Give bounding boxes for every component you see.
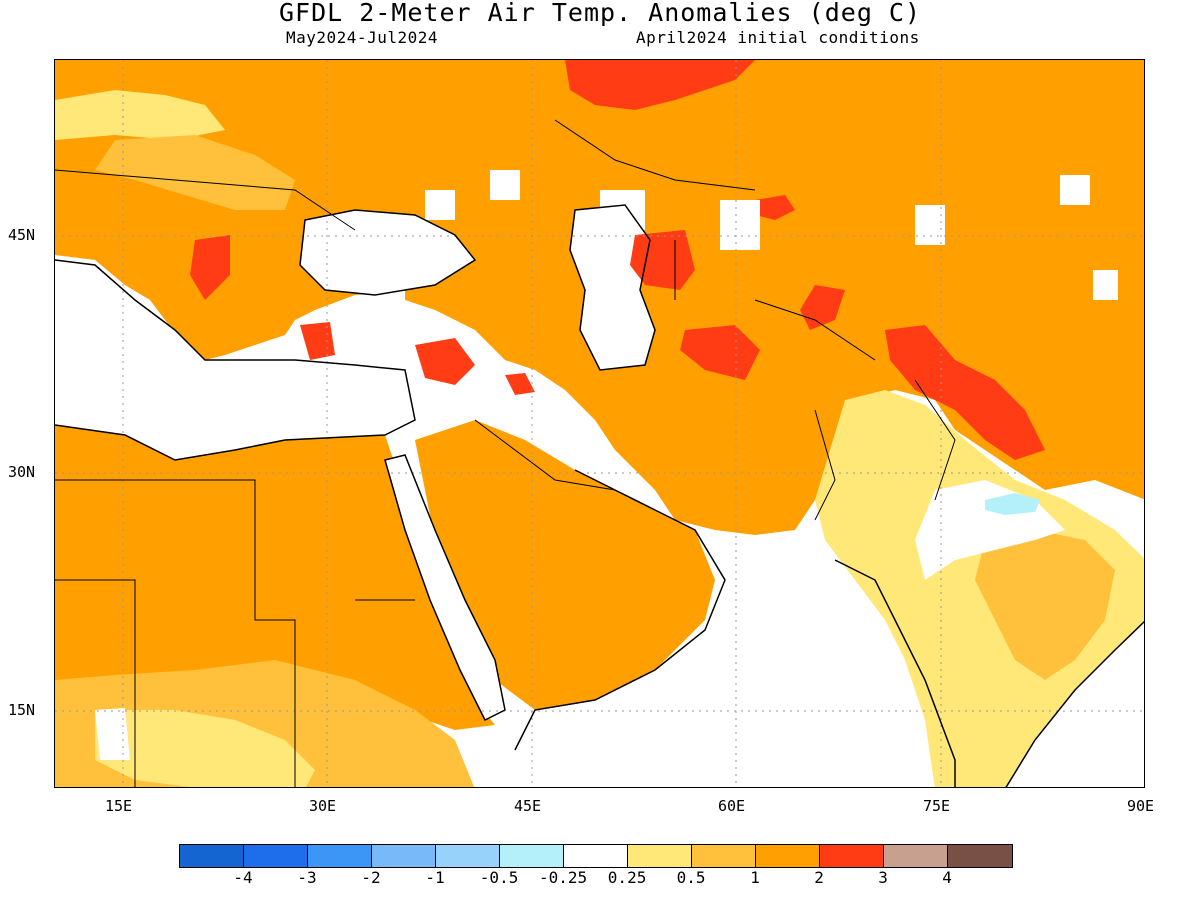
- weak-warm-region-sahel: [95, 710, 315, 787]
- colorbar-cell: [756, 845, 820, 867]
- hot-spot-caucasus: [755, 195, 795, 220]
- lon-label-75e: 75E: [923, 797, 951, 815]
- hot-spot-syria: [415, 338, 475, 385]
- hot-spot-russia: [565, 60, 755, 110]
- lon-label-60e: 60E: [718, 797, 746, 815]
- colorbar-label: 0.5: [676, 868, 706, 887]
- lon-label-45e: 45E: [514, 797, 542, 815]
- colorbar-label: -3: [297, 868, 317, 887]
- map-title: GFDL 2-Meter Air Temp. Anomalies (deg C): [278, 0, 922, 27]
- arabian-sea-neutral: [516, 530, 955, 787]
- initial-conditions: April2024 initial conditions: [636, 28, 920, 47]
- hot-spot-himalaya: [885, 325, 1045, 460]
- colorbar-label: -2: [361, 868, 381, 887]
- coast-mediterranean: [55, 259, 416, 461]
- colorbar-label: 1: [750, 868, 760, 887]
- anomaly-map: [54, 59, 1145, 788]
- neutral-cell: [1093, 270, 1118, 300]
- colorbar-label: 4: [942, 868, 952, 887]
- colorbar-label: -4: [233, 868, 253, 887]
- colorbar-cell: [372, 845, 436, 867]
- neutral-cell: [915, 205, 945, 245]
- colorbar-label: 0.25: [607, 868, 647, 887]
- colorbar-cell: [436, 845, 500, 867]
- colorbar-cell: [244, 845, 308, 867]
- lon-label-15e: 15E: [105, 797, 133, 815]
- colorbar-cell: [692, 845, 756, 867]
- neutral-cell: [490, 170, 520, 200]
- lat-label-15n: 15N: [8, 701, 36, 719]
- lat-label-30n: 30N: [8, 463, 36, 481]
- hot-spot-anatolia: [300, 322, 335, 360]
- neutral-cell: [425, 190, 455, 220]
- colorbar-label: -1: [425, 868, 445, 887]
- colorbar-cell: [628, 845, 692, 867]
- colorbar-cell: [308, 845, 372, 867]
- anomaly-map-svg: [55, 60, 1144, 787]
- warm-region-arabia: [415, 420, 715, 710]
- lat-label-45n: 45N: [8, 226, 36, 244]
- neutral-cell: [1060, 175, 1090, 205]
- hot-spot-iraq: [505, 373, 535, 395]
- coastlines: [55, 119, 1144, 787]
- coast-caspian: [569, 204, 656, 371]
- lon-label-90e: 90E: [1127, 797, 1155, 815]
- lon-label-30e: 30E: [309, 797, 337, 815]
- hot-spot-balkans: [190, 235, 230, 300]
- colorbar-cell: [180, 845, 244, 867]
- colorbar-cell: [500, 845, 564, 867]
- colorbar-cell: [884, 845, 948, 867]
- colorbar-cell: [564, 845, 628, 867]
- weak-warm-region-europe: [55, 90, 225, 140]
- neutral-patch-africa: [95, 708, 130, 760]
- neutral-cell: [720, 200, 760, 250]
- warm-region-africa: [55, 425, 495, 730]
- forecast-period: May2024-Jul2024: [286, 28, 438, 47]
- hot-spot-turkmenistan: [680, 325, 760, 380]
- gridlines: [55, 60, 1144, 787]
- coast-india: [834, 559, 1144, 787]
- colorbar-label: -0.25: [539, 868, 588, 887]
- colorbar-label: 3: [878, 868, 888, 887]
- colorbar-cell: [948, 845, 1012, 867]
- colorbar-cell: [820, 845, 884, 867]
- coast-gulf: [514, 469, 726, 751]
- black-sea-neutral: [300, 210, 475, 295]
- cool-anomaly-ganges: [985, 493, 1040, 515]
- colorbar-label: -0.5: [479, 868, 519, 887]
- border-lines: [55, 119, 956, 787]
- mild-warm-region-europe: [95, 135, 295, 210]
- hot-spot-kazakhstan: [630, 230, 695, 290]
- red-sea-neutral: [385, 455, 505, 720]
- mild-warm-region-india: [975, 530, 1115, 680]
- coast-red-sea: [384, 454, 506, 722]
- coast-black-sea: [299, 209, 477, 296]
- colorbar-label: 2: [814, 868, 824, 887]
- colorbar: [179, 844, 1013, 868]
